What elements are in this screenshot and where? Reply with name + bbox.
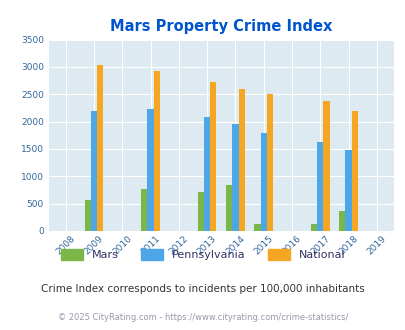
Bar — [91, 111, 97, 231]
Bar — [339, 211, 345, 231]
Bar — [210, 82, 216, 231]
Legend: Mars, Pennsylvania, National: Mars, Pennsylvania, National — [56, 245, 349, 265]
Bar — [197, 192, 204, 231]
Bar — [316, 142, 323, 231]
Text: © 2025 CityRating.com - https://www.cityrating.com/crime-statistics/: © 2025 CityRating.com - https://www.city… — [58, 313, 347, 322]
Bar — [351, 111, 357, 231]
Bar — [345, 149, 351, 231]
Bar — [97, 65, 103, 231]
Bar — [141, 189, 147, 231]
Bar — [204, 117, 210, 231]
Bar — [226, 184, 232, 231]
Title: Mars Property Crime Index: Mars Property Crime Index — [110, 19, 332, 34]
Bar — [254, 224, 260, 231]
Bar — [153, 71, 160, 231]
Bar — [310, 224, 316, 231]
Bar — [238, 89, 244, 231]
Bar — [260, 133, 266, 231]
Bar — [84, 200, 91, 231]
Bar — [266, 94, 273, 231]
Bar — [147, 109, 153, 231]
Bar — [232, 124, 238, 231]
Bar — [323, 101, 329, 231]
Text: Crime Index corresponds to incidents per 100,000 inhabitants: Crime Index corresponds to incidents per… — [41, 284, 364, 294]
